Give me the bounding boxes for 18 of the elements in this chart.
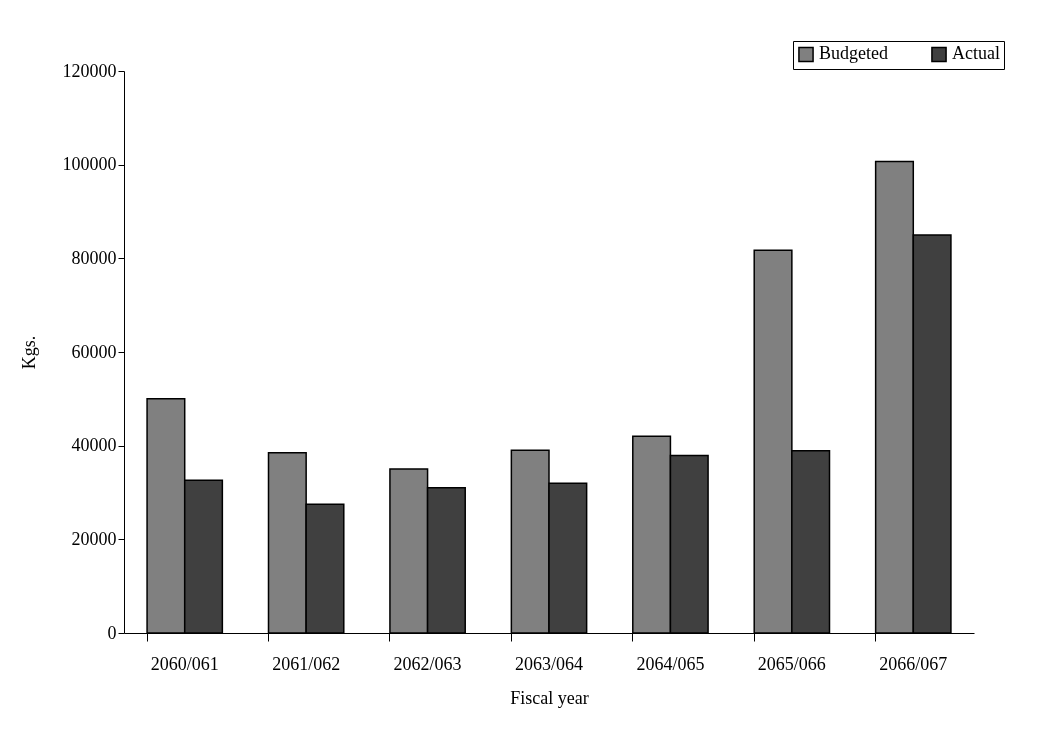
- legend-label: Budgeted: [819, 43, 888, 64]
- y-tick-label: 0: [107, 622, 117, 643]
- x-tick-label: 2063/064: [514, 653, 584, 674]
- y-tick-label: 60000: [71, 341, 117, 362]
- y-axis-title: Kgs.: [18, 335, 39, 370]
- x-tick-label: 2062/063: [393, 653, 462, 674]
- y-tick-label: 100000: [62, 154, 117, 175]
- y-tick-label: 80000: [71, 247, 117, 268]
- y-tick-label: 120000: [62, 60, 117, 81]
- y-tick-label: 40000: [71, 435, 117, 456]
- x-tick-label: 2061/062: [272, 653, 341, 674]
- y-tick-label: 20000: [71, 528, 117, 549]
- x-tick-label: 2064/065: [636, 653, 705, 674]
- x-axis-title: Fiscal year: [510, 687, 589, 708]
- x-tick-label: 2066/067: [879, 653, 948, 674]
- x-tick-label: 2060/061: [150, 653, 219, 674]
- x-tick-label: 2065/066: [757, 653, 826, 674]
- legend-label: Actual: [952, 43, 1000, 64]
